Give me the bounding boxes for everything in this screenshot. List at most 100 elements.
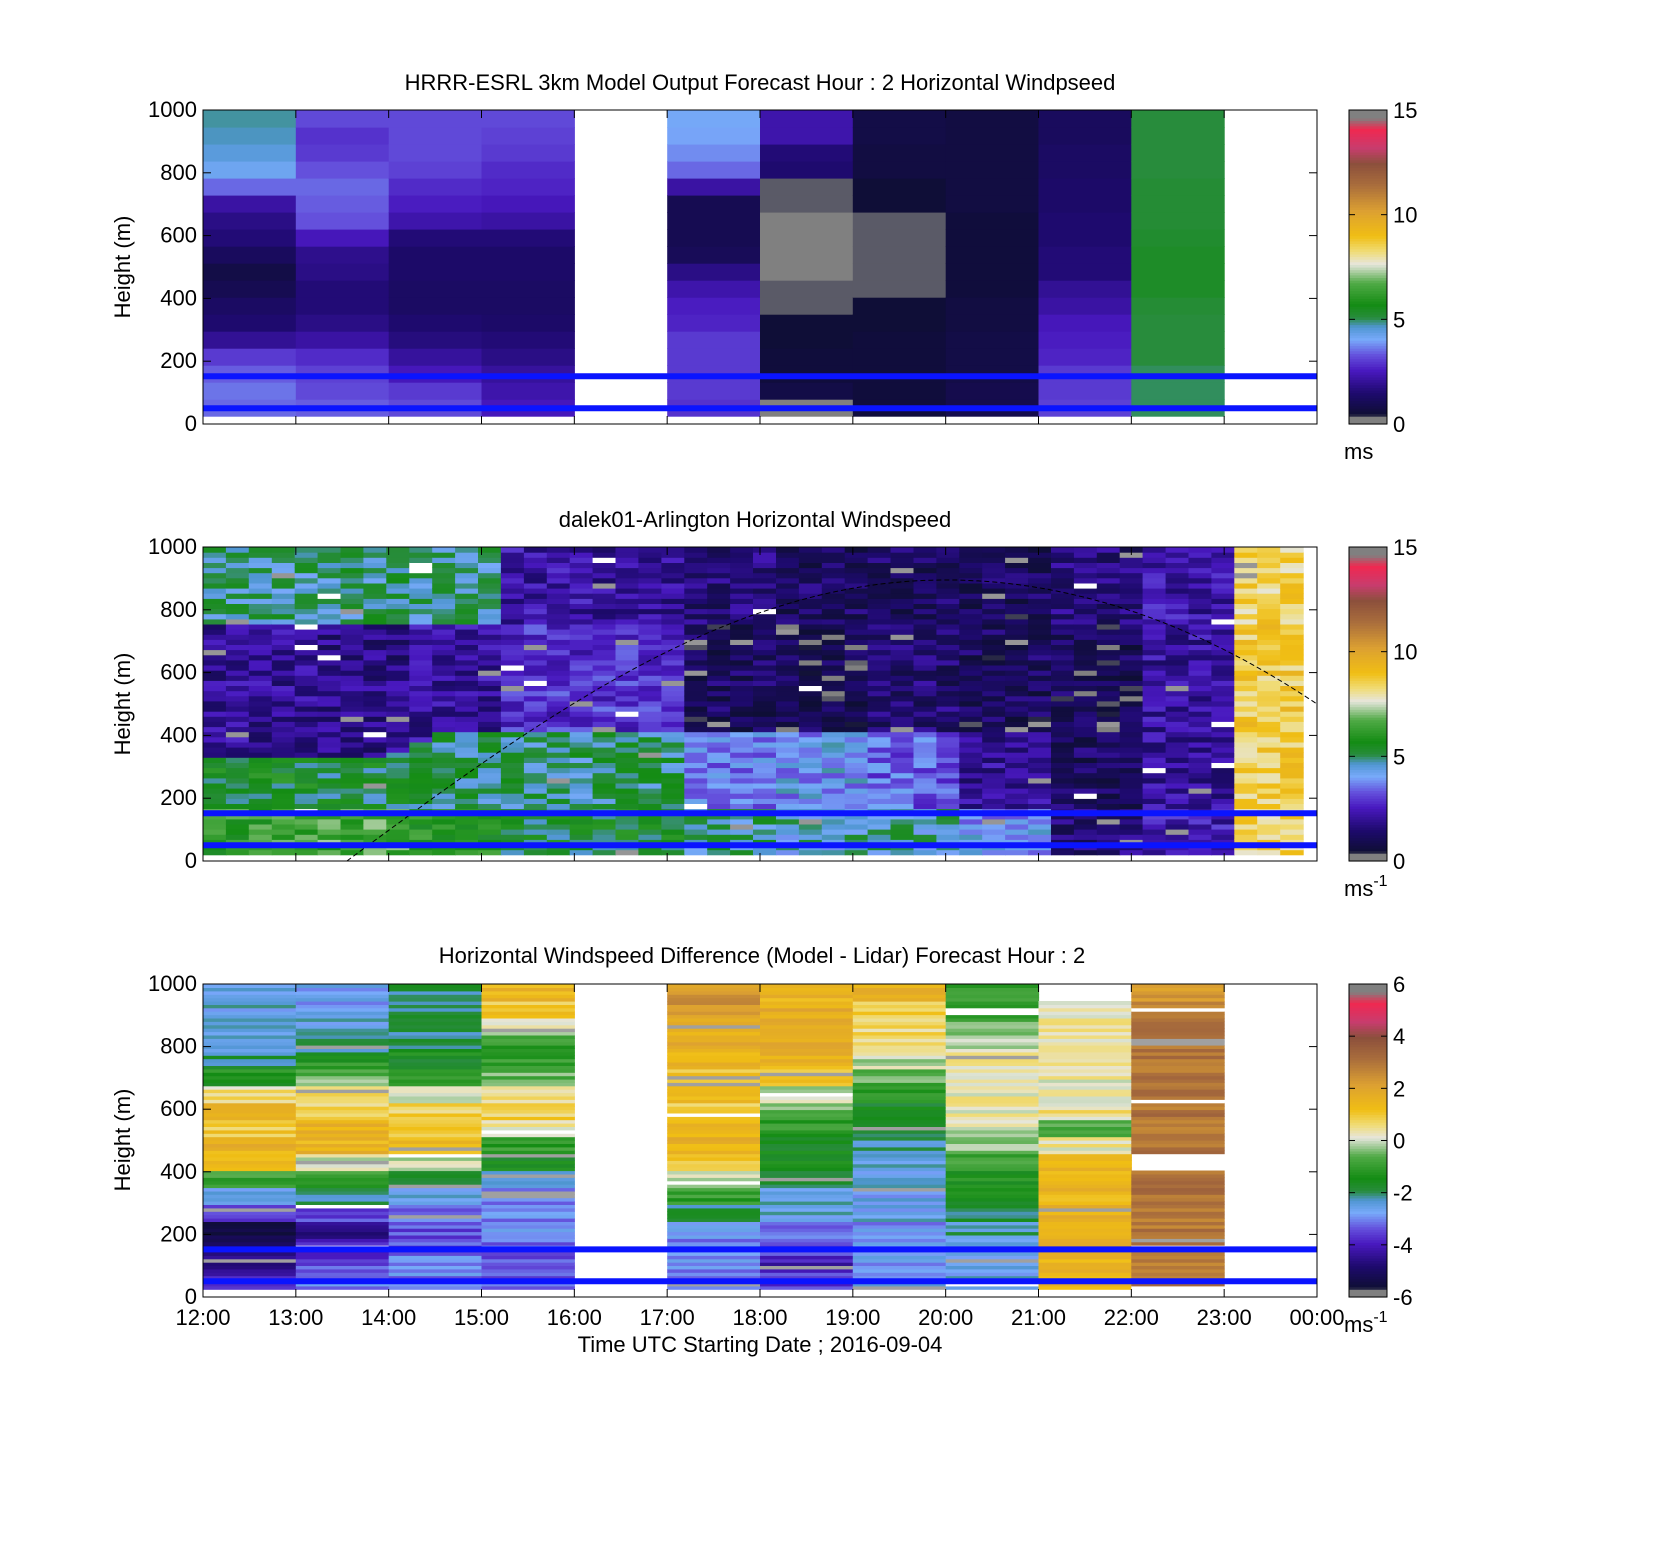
heatmap-cell	[753, 613, 777, 620]
heatmap-cell	[753, 552, 777, 558]
heatmap-cell	[546, 731, 571, 738]
heatmap-cell	[1119, 690, 1144, 697]
heatmap-cell	[363, 685, 387, 692]
heatmap-cell	[936, 572, 960, 579]
heatmap-cell	[890, 582, 914, 589]
heatmap-cell	[478, 695, 502, 702]
heatmap-cell	[638, 639, 662, 645]
heatmap-cell	[340, 731, 364, 738]
heatmap-cell	[1005, 849, 1029, 856]
heatmap-cell	[248, 700, 273, 707]
heatmap-cell	[1038, 1173, 1132, 1178]
heatmap-cell	[295, 1072, 390, 1077]
heatmap-cell	[1165, 670, 1190, 676]
colorbar-segment	[1349, 680, 1387, 684]
heatmap-cell	[388, 1214, 483, 1219]
heatmap-cell	[760, 1041, 854, 1046]
heatmap-cell	[592, 757, 617, 763]
heatmap-cell	[203, 572, 227, 579]
heatmap-cell	[203, 1272, 297, 1277]
heatmap-cell	[1188, 767, 1212, 774]
heatmap-cell	[271, 818, 296, 825]
heatmap-cell	[730, 582, 754, 589]
colorbar-tick-label: 0	[1393, 412, 1405, 437]
heatmap-cell	[386, 762, 410, 769]
heatmap-cell	[1234, 577, 1258, 584]
heatmap-cell	[455, 695, 479, 702]
colorbar-segment	[1349, 290, 1387, 294]
heatmap-cell	[295, 1150, 390, 1155]
heatmap-cell	[455, 839, 479, 845]
colorbar-segment	[1349, 1197, 1387, 1202]
heatmap-cell	[798, 695, 823, 702]
colorbar-segment	[1349, 1221, 1387, 1225]
heatmap-cell	[409, 659, 433, 666]
heatmap-cell	[455, 639, 479, 645]
heatmap-cell	[1096, 562, 1121, 569]
heatmap-cell	[1165, 777, 1190, 784]
heatmap-cell	[852, 1004, 947, 1009]
heatmap-cell	[1234, 639, 1258, 645]
colorbar-segment	[1349, 217, 1387, 221]
heatmap-cell	[1038, 1153, 1132, 1158]
heatmap-cell	[478, 772, 502, 779]
heatmap-cell	[1028, 567, 1052, 574]
heatmap-cell	[481, 1136, 575, 1141]
heatmap-cell	[500, 572, 525, 579]
heatmap-cell	[1038, 1221, 1132, 1226]
heatmap-cell	[340, 644, 364, 651]
heatmap-cell	[913, 623, 937, 630]
heatmap-cell	[388, 161, 483, 179]
heatmap-cell	[760, 1262, 854, 1266]
heatmap-cell	[776, 680, 800, 686]
heatmap-cell	[1005, 547, 1029, 553]
heatmap-cell	[1051, 557, 1075, 563]
colorbar-segment	[1349, 1090, 1387, 1095]
heatmap-cell	[481, 994, 575, 999]
heatmap-cell	[1142, 562, 1167, 569]
heatmap-cell	[1280, 629, 1304, 635]
heatmap-cell	[982, 690, 1006, 697]
heatmap-cell	[294, 777, 319, 784]
heatmap-cell	[1005, 613, 1029, 620]
colorbar-segment	[1349, 1239, 1387, 1243]
heatmap-cell	[295, 1231, 390, 1236]
heatmap-cell	[1234, 608, 1258, 615]
heatmap-cell	[1188, 752, 1212, 758]
heatmap-cell	[753, 772, 777, 779]
heatmap-cell	[481, 127, 575, 145]
heatmap-cell	[890, 818, 914, 825]
heatmap-cell	[1188, 757, 1212, 763]
colorbar-segment	[1349, 256, 1387, 260]
heatmap-cell	[1051, 736, 1075, 743]
heatmap-cell	[1073, 572, 1098, 579]
heatmap-cell	[852, 1041, 947, 1046]
heatmap-cell	[271, 629, 296, 635]
heatmap-cell	[959, 557, 983, 563]
heatmap-cell	[1257, 798, 1281, 804]
heatmap-cell	[1038, 1136, 1132, 1141]
heatmap-cell	[760, 1228, 854, 1233]
heatmap-cell	[1028, 593, 1052, 599]
heatmap-cell	[1257, 716, 1281, 722]
heatmap-cell	[455, 634, 479, 640]
heatmap-cell	[1073, 782, 1098, 789]
heatmap-cell	[982, 834, 1006, 840]
colorbar-segment	[1349, 646, 1387, 650]
heatmap-cell	[852, 127, 947, 145]
heatmap-cell	[852, 1258, 947, 1263]
colorbar-segment	[1349, 1213, 1387, 1217]
heatmap-cell	[890, 665, 914, 671]
heatmap-cell	[776, 772, 800, 779]
heatmap-cell	[821, 695, 846, 702]
heatmap-cell	[913, 618, 937, 625]
heatmap-cell	[667, 1068, 761, 1073]
heatmap-cell	[388, 1272, 483, 1277]
colorbar-segment	[1349, 787, 1387, 791]
heatmap-cell	[455, 777, 479, 784]
heatmap-cell	[982, 659, 1006, 666]
heatmap-cell	[913, 782, 937, 789]
heatmap-cell	[753, 731, 777, 738]
heatmap-cell	[684, 598, 708, 604]
heatmap-cell	[890, 649, 914, 656]
